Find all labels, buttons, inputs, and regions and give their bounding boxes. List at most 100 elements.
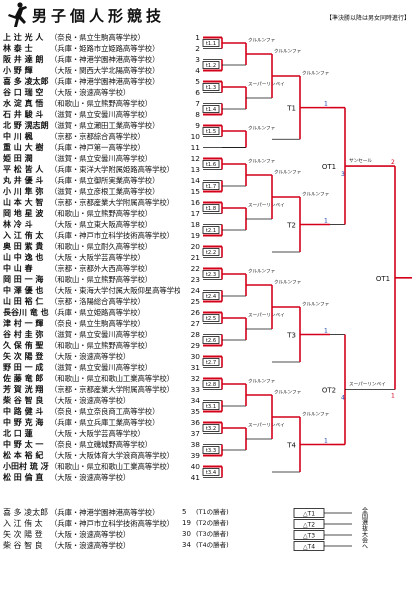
entry-row: 石 井 駿 斗 （滋賀・県立安曇川高等学校） 8 (0, 109, 200, 120)
entry-number: 21 (190, 253, 200, 262)
entry-number: 13 (190, 165, 200, 174)
entry-school: （大阪・関西大学北陽高等学校） (50, 66, 160, 75)
entry-name: 重 山 大 樹 (3, 143, 44, 152)
entry-school: （兵庫・神港学園神港高等学校） (50, 508, 160, 517)
entry-number: 16 (190, 198, 200, 207)
match-code-box (202, 61, 220, 69)
entry-name: 北 野 滉志朗 (3, 121, 49, 130)
match-code: t1.1 (206, 41, 216, 47)
entry-number: 26 (190, 308, 200, 317)
match-code: t2.6 (206, 338, 216, 344)
match-code-box (202, 39, 220, 47)
entry-name: 谷 口 瑞 空 (3, 88, 44, 97)
result-label: △T1 (303, 511, 315, 518)
entry-school: （兵庫・神港学園神港高等学校） (50, 55, 160, 64)
entry-row: 水 淀 真 悟 （和歌山・県立熊野高等学校） 7 (0, 98, 200, 109)
entry-school: （奈良・県立生駒高等学校） (50, 33, 145, 42)
entry-number: 41 (190, 473, 200, 482)
entry-name: 芳 賀 洸 翔 (3, 385, 44, 394)
entry-school: （大阪・浪速高等学校） (50, 473, 131, 482)
entry-row: 上 辻 光 人 （奈良・県立生駒高等学校） 1 (0, 32, 200, 43)
entry-school: （京都・京都外大西高等学校） (50, 264, 153, 273)
entry-school: （大阪・県立東大阪高等学校） (50, 220, 153, 229)
match-code: t1.7 (206, 184, 216, 190)
entry-row: 中 山 春 （京都・京都外大西高等学校） 22 (0, 263, 200, 274)
entry-row: 重 山 大 樹 （兵庫・神戸第一高等学校） 11 (0, 142, 200, 153)
entry-school: （大阪・大阪学芸高等学校） (50, 429, 145, 438)
entry-number: 34 (190, 396, 200, 405)
entry-name: 小 野 輝 (3, 66, 33, 75)
entry-name: 津 村 一 輝 (3, 319, 44, 328)
entry-name: 山 本 大 智 (3, 198, 44, 207)
entry-school: （兵庫・神戸市立科学技術高等学校） (50, 519, 174, 528)
entry-row: 松 田 倫 直 （大阪・浪速高等学校） 41 (0, 472, 200, 483)
entry-school: （滋賀・県立安曇川高等学校） (50, 363, 153, 372)
entry-name: 中 路 健 斗 (3, 407, 44, 416)
entry-school: （大阪・浪速高等学校） (50, 88, 131, 97)
match-code: t3.3 (206, 448, 216, 454)
match-code: t2.4 (206, 294, 217, 300)
entry-row: 山 田 裕 仁 （京都・洛陽総合高等学校） 25 (0, 296, 200, 307)
entry-school: （滋賀・県立安曇川高等学校） (50, 330, 153, 339)
entry-number: 33 (190, 385, 200, 394)
entry-row: 矢 次 陽 登 （大阪・浪速高等学校） 30 (0, 351, 200, 362)
entry-row: 小田村 琉 冴（和歌山・県立和歌山工業高等学校） 40 (0, 461, 200, 472)
entry-name: 喜 多 凌太郎 (3, 508, 49, 517)
entry-school: （和歌山・県立和歌山工業高等学校） (50, 462, 174, 471)
reference-number: 30 (182, 530, 191, 538)
entry-school: （奈良・県立生駒高等学校） (50, 319, 145, 328)
match-code-box (202, 468, 220, 476)
entry-number: 7 (195, 99, 200, 108)
karate-figure-icon (8, 2, 27, 27)
entry-number: 36 (190, 418, 200, 427)
entry-number: 4 (195, 66, 200, 75)
match-code: t3.4 (206, 470, 217, 476)
match-code-box (202, 446, 220, 454)
match-code-box (202, 424, 220, 432)
entry-name: 矢 次 陽 登 (3, 530, 43, 539)
entry-school: （滋賀・県立安曇川高等学校） (50, 110, 153, 119)
result-label: △T2 (303, 522, 315, 529)
entry-number: 24 (190, 286, 200, 295)
reference-note: (T2の勝者) (196, 519, 229, 527)
quarter-label: T1 (286, 105, 296, 113)
entry-number: 15 (190, 187, 200, 196)
match-code: t1.6 (206, 162, 216, 168)
reference-row: 喜 多 凌太郎 （兵庫・神港学園神港高等学校） 5 (T1の勝者) (0, 507, 229, 518)
entry-name: 北 口 蓮 (3, 429, 33, 438)
entry-row: 中 川 楓 （京都・京都綜合高等学校） 10 (0, 131, 200, 142)
semifinal-label: OT2 (322, 387, 336, 395)
entry-number: 37 (190, 429, 200, 438)
entry-name: 佐 藤 竜 郎 (3, 374, 44, 383)
seed-number: 4 (341, 395, 345, 402)
entry-school: （奈良・県立奈良商工高等学校） (50, 407, 160, 416)
kata-label: クルルンファ (274, 390, 301, 396)
entry-name: 姫 田 潤 (3, 154, 33, 163)
entry-row: 芳 賀 洸 翔 （京都・京都産業大学附属高等学校） 33 (0, 384, 200, 395)
entry-number: 14 (190, 176, 200, 185)
entry-number: 9 (195, 121, 200, 130)
entry-number: 22 (190, 264, 200, 273)
entry-school: （和歌山・県立熊野高等学校） (50, 341, 153, 350)
entry-row: 谷 口 瑞 空 （大阪・浪速高等学校） 6 (0, 87, 200, 98)
quarter-label: T4 (286, 442, 296, 450)
match-code-box (202, 182, 220, 190)
match-code: t1.8 (206, 206, 216, 212)
entry-number: 28 (190, 330, 200, 339)
entry-school: （兵庫・神港学園神港高等学校） (50, 77, 160, 86)
entry-school: （京都・京都産業大学附属高等学校） (50, 385, 174, 394)
kata-label: クルルンファ (248, 269, 275, 275)
reference-number: 34 (182, 541, 191, 549)
entry-school: （和歌山・県立熊野高等学校） (50, 275, 153, 284)
kata-label: クルルンファ (248, 38, 275, 44)
entry-row: 谷 村 圭 弥 （滋賀・県立安曇川高等学校） 28 (0, 329, 200, 340)
entry-row: 小 野 輝 （大阪・関西大学北陽高等学校） 4 (0, 65, 200, 76)
entry-name: 山 田 裕 仁 (3, 297, 44, 306)
kata-label: サンセール (349, 158, 372, 164)
entry-number: 19 (190, 231, 200, 240)
entry-row: 中 路 健 斗 （奈良・県立奈良商工高等学校） 35 (0, 406, 200, 417)
reference-row: 柴 谷 智 良 （大阪・浪速高等学校） 34 (T4の勝者) (0, 540, 229, 551)
entry-name: 松 田 倫 直 (3, 473, 44, 482)
entry-number: 11 (190, 143, 200, 152)
entry-number: 39 (190, 451, 200, 460)
